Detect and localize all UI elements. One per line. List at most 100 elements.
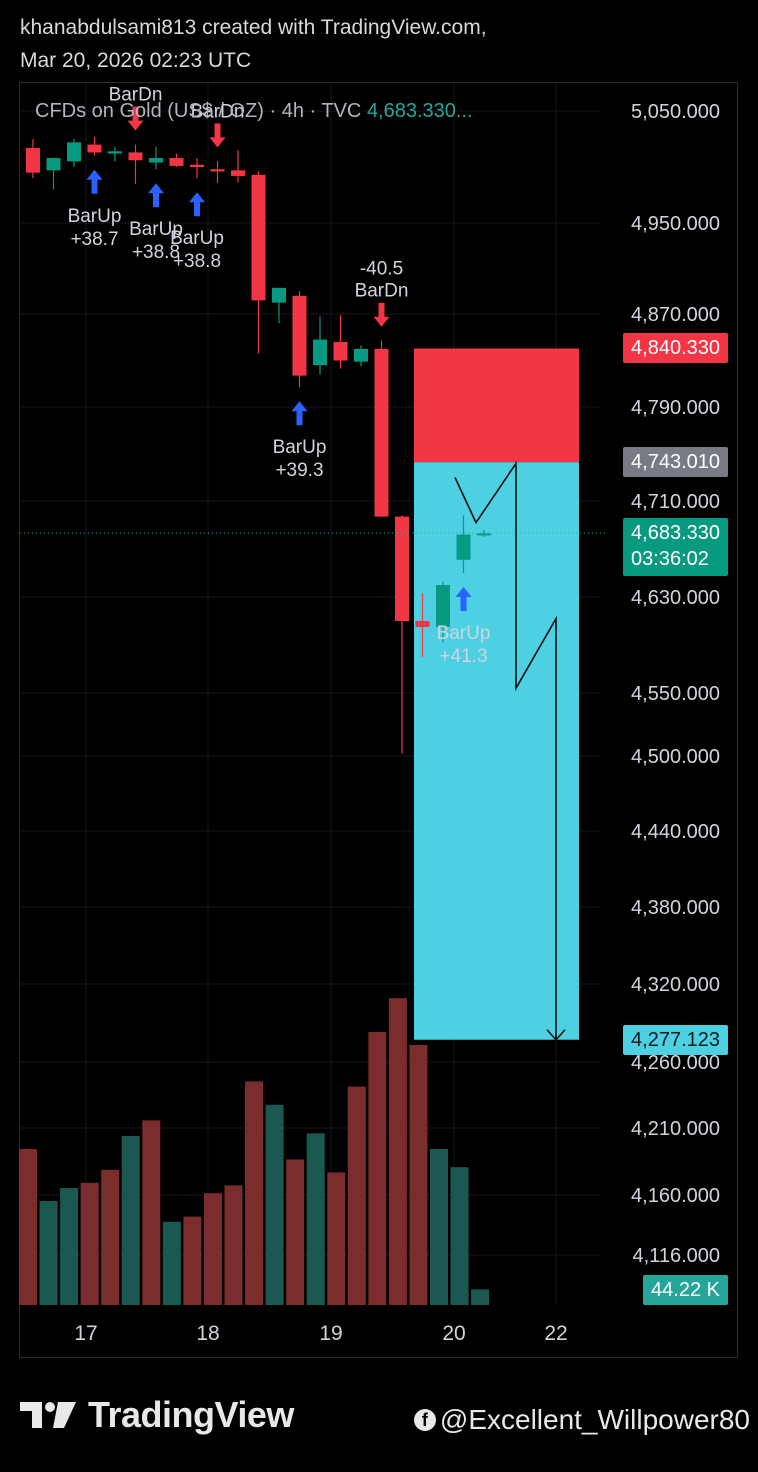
- volume-bar: [265, 1104, 284, 1305]
- volume-bar: [245, 1081, 264, 1305]
- y-axis-tick-label: 4,160.000: [631, 1185, 720, 1207]
- volume-bar: [327, 1172, 346, 1305]
- signal-up-arrow: [455, 587, 472, 611]
- candle-body: [272, 287, 286, 303]
- volume-bar: [80, 1182, 99, 1305]
- signal-label: BarDn: [191, 101, 245, 122]
- volume-tag: 44.22 K: [643, 1275, 728, 1305]
- candle-body: [67, 142, 81, 162]
- symbol-price: 4,683.330...: [366, 100, 473, 122]
- signal-down-arrow: [209, 123, 226, 148]
- y-axis-tick-label: 4,500.000: [631, 746, 720, 768]
- signal-label: BarDn: [355, 281, 409, 302]
- signal-label: BarUp: [273, 437, 327, 458]
- candle-body: [333, 341, 348, 361]
- projection-path: [454, 460, 557, 1040]
- signal-value: -40.5: [360, 259, 403, 280]
- candle-body: [477, 533, 491, 536]
- signal-value: +39.3: [275, 460, 323, 481]
- signal-label: BarUp: [129, 219, 183, 240]
- x-axis-tick-label: 20: [442, 1322, 465, 1345]
- brand-name: TradingView: [88, 1394, 294, 1435]
- volume-bar: [286, 1159, 305, 1305]
- y-axis-tick-label: 4,320.000: [631, 974, 720, 996]
- stop-price-tag: 4,840.330: [623, 333, 728, 364]
- signal-up-arrow: [86, 169, 103, 194]
- y-axis-tick-label: 4,550.000: [631, 683, 720, 705]
- volume-bar: [306, 1133, 325, 1305]
- volume-bar: [19, 1149, 37, 1305]
- y-axis-tick-label: 5,050.000: [631, 101, 720, 123]
- x-axis-tick-label: 18: [196, 1322, 219, 1345]
- signal-label: BarDn: [109, 85, 163, 106]
- signal-value: +38.8: [173, 251, 221, 272]
- target-zone: [414, 462, 579, 1040]
- facebook-icon: f: [413, 1409, 436, 1431]
- signal-value: +38.8: [132, 242, 180, 263]
- social-handle: f @Excellent_Willpower80: [413, 1404, 750, 1436]
- last-price-value: 4,683.330: [631, 522, 720, 544]
- signal-up-arrow: [148, 183, 164, 208]
- candle-body: [436, 585, 450, 627]
- candle-body: [87, 144, 102, 153]
- volume-bar: [388, 998, 407, 1305]
- x-axis-tick-label: 17: [74, 1322, 97, 1345]
- candle-body: [395, 516, 409, 621]
- volume-bar: [183, 1216, 202, 1305]
- volume-bar: [203, 1193, 222, 1305]
- tv-logo-icon: [20, 1402, 76, 1428]
- stop-zone: [414, 348, 579, 463]
- y-axis-tick-label: 4,440.000: [631, 821, 720, 843]
- candle-body: [128, 152, 143, 161]
- x-axis-tick-label: 22: [544, 1322, 567, 1345]
- volume-bar: [142, 1120, 161, 1305]
- volume-bar: [121, 1136, 140, 1305]
- volume-bar: [450, 1167, 469, 1305]
- chart-pane[interactable]: [19, 82, 738, 1358]
- signal-value: +41.3: [439, 646, 487, 667]
- signal-label: BarUp: [170, 228, 224, 249]
- y-axis-tick-label: 4,870.000: [631, 304, 720, 326]
- volume-bar: [60, 1188, 79, 1305]
- candle-body: [251, 174, 266, 301]
- candle-body: [313, 339, 327, 366]
- volume-bar: [162, 1221, 181, 1305]
- candle-body: [292, 295, 307, 376]
- volume-bar: [39, 1201, 58, 1305]
- signal-up-arrow: [189, 192, 205, 217]
- signal-up-arrow: [291, 401, 308, 426]
- candle-body: [26, 147, 40, 173]
- signal-down-arrow: [373, 302, 390, 327]
- y-axis-tick-label: 4,630.000: [631, 587, 720, 609]
- candle-body: [456, 534, 471, 560]
- target-price-tag: 4,277.123: [623, 1024, 728, 1055]
- candle-body: [46, 158, 61, 171]
- y-axis-tick-label: 4,950.000: [631, 213, 720, 235]
- volume-bar: [101, 1169, 120, 1305]
- projection-arrowhead: [546, 1029, 566, 1041]
- y-axis-tick-label: 4,790.000: [631, 397, 720, 419]
- bar-countdown: 03:36:02: [631, 548, 709, 570]
- snapshot-date: Mar 20, 2026 02:23 UTC: [20, 49, 252, 72]
- candle-body: [415, 621, 430, 627]
- y-axis-tick-label: 4,380.000: [631, 897, 720, 919]
- tradingview-logo[interactable]: TradingView: [20, 1394, 294, 1436]
- candle-body: [169, 158, 184, 166]
- author-credit: khanabdulsami813 created with TradingVie…: [20, 16, 487, 39]
- volume-bar: [430, 1149, 448, 1305]
- y-axis-tick-label: 4,710.000: [631, 491, 720, 513]
- candle-body: [108, 151, 122, 154]
- signal-label: BarUp: [68, 206, 122, 227]
- candle-body: [354, 348, 368, 362]
- candle-body: [231, 170, 245, 176]
- handle-text: @Excellent_Willpower80: [439, 1404, 750, 1435]
- y-axis-tick-label: 4,260.000: [631, 1052, 720, 1074]
- volume-bar: [409, 1045, 428, 1305]
- volume-bar: [347, 1086, 366, 1305]
- candle-body: [374, 348, 389, 517]
- symbol-legend[interactable]: CFDs on Gold (US$ / OZ) · 4h · TVC 4,683…: [35, 100, 473, 123]
- volume-bar: [368, 1032, 387, 1305]
- y-axis-tick-label: 4,116.000: [633, 1245, 721, 1267]
- volume-bar: [471, 1289, 490, 1305]
